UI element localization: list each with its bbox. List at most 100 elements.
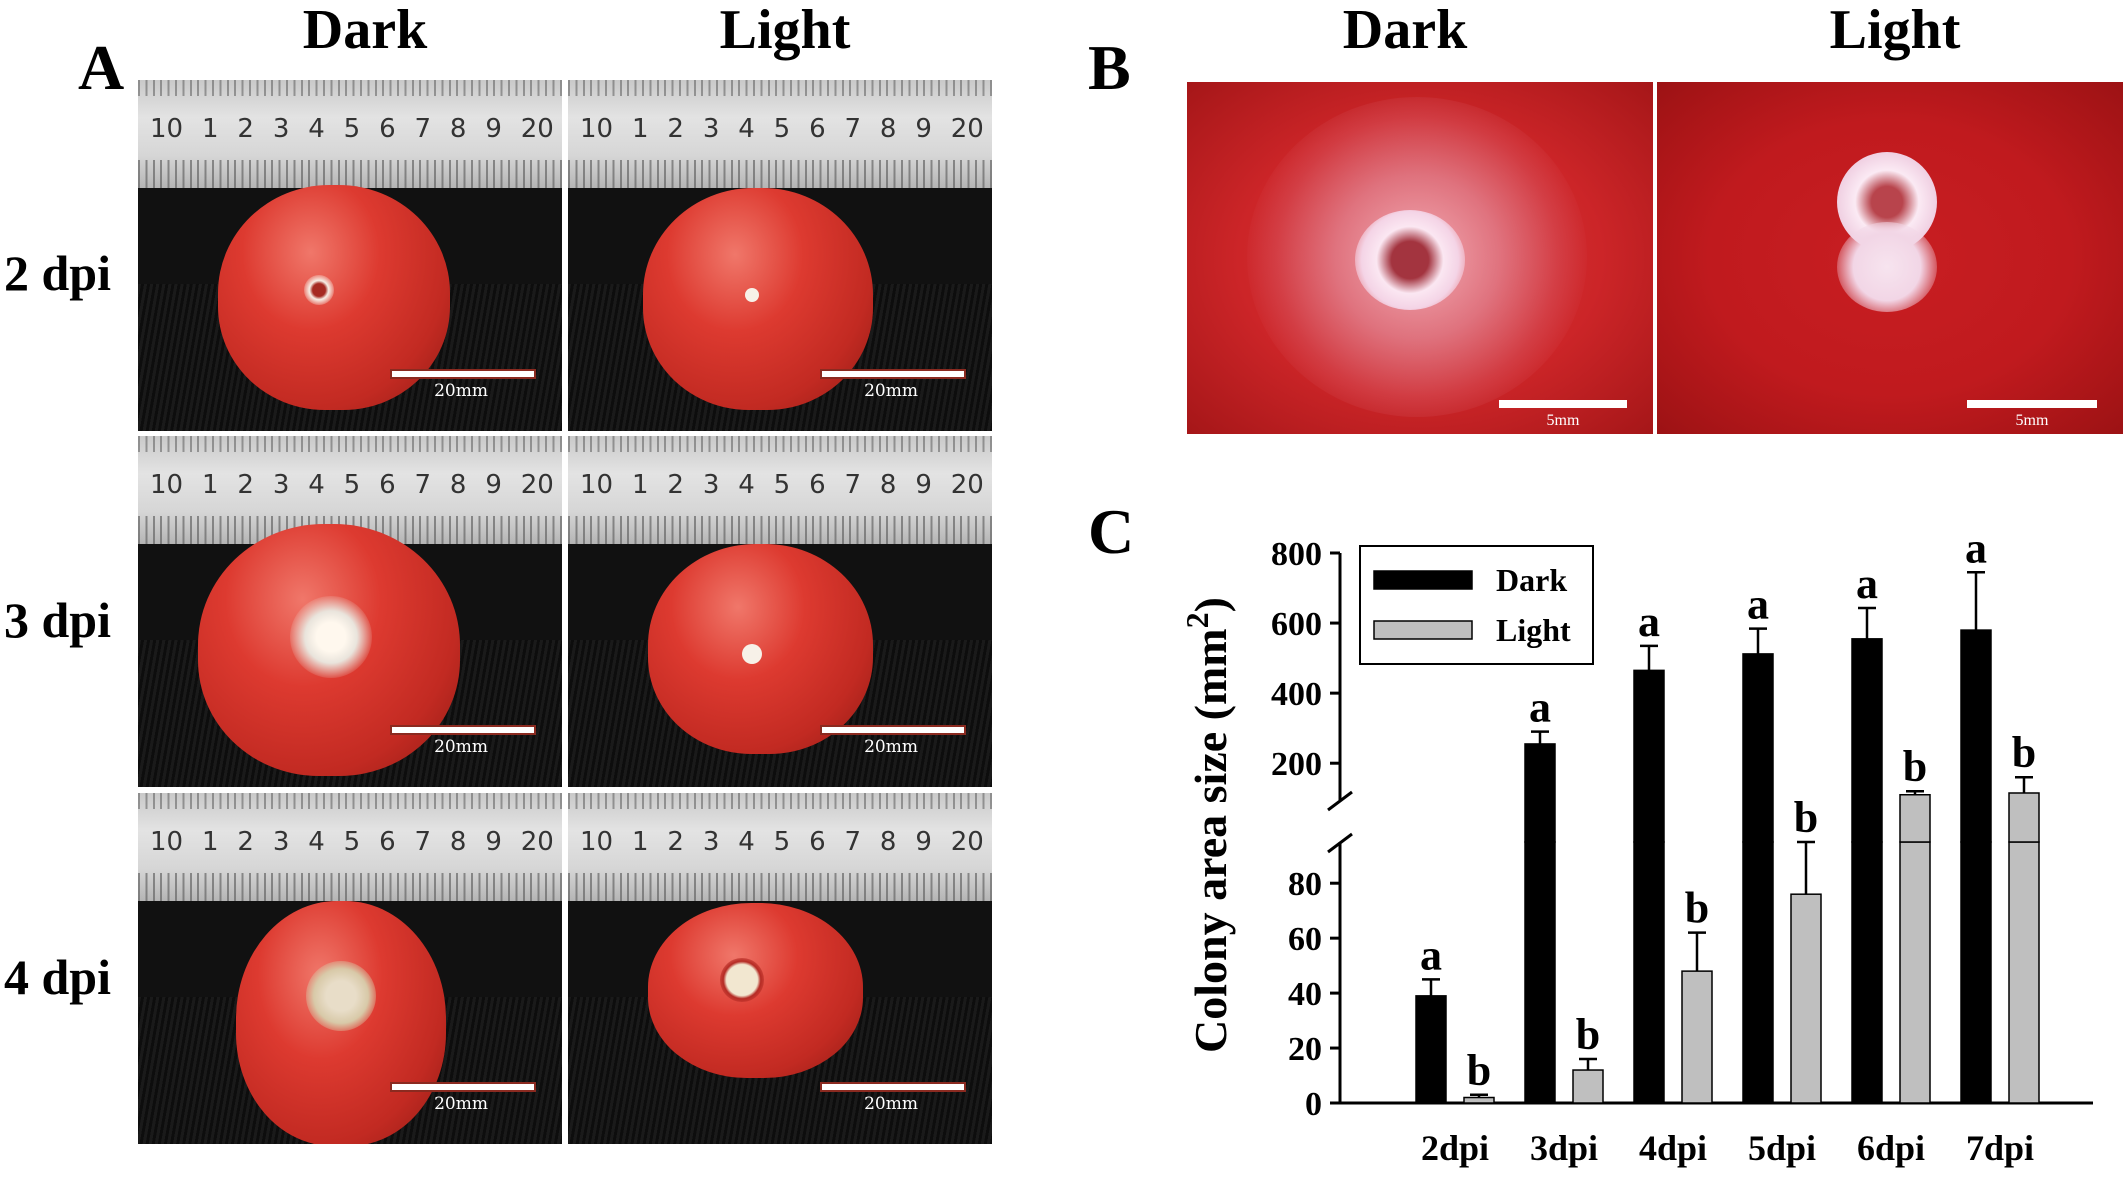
significance-letter: a (1965, 523, 1987, 572)
ruler-number: 6 (809, 470, 826, 500)
ruler-number: 2 (237, 470, 254, 500)
bar-dark-5dpi-lower (1742, 841, 1774, 1104)
ruler-numbers: 10 1 2 3 4 5 6 7 8 9 20 (580, 114, 984, 144)
photo-dark-row-3: 10 1 2 3 4 5 6 7 8 9 20 20mm (138, 793, 562, 1144)
ruler-number: 9 (485, 470, 502, 500)
ruler-number: 1 (631, 114, 649, 144)
ruler-number: 3 (272, 114, 290, 144)
significance-letter: b (1467, 1046, 1491, 1095)
ruler-number: 6 (379, 114, 396, 144)
x-tick-label: 2dpi (1421, 1128, 1489, 1168)
bar-dark-4dpi-upper (1633, 669, 1665, 843)
bar-light-4dpi (1681, 970, 1713, 1104)
ruler-number: 3 (272, 470, 290, 500)
scale-bar-light (1967, 400, 2097, 408)
scale-bar (390, 1082, 536, 1092)
ruler-number: 4 (738, 827, 755, 857)
scale-bar (820, 725, 966, 735)
fungal-lesion (720, 958, 764, 1002)
legend-swatch-light (1373, 620, 1473, 640)
ruler-number: 9 (485, 114, 502, 144)
fungal-lesion (290, 596, 372, 678)
ruler-number: 8 (879, 114, 897, 144)
ruler: 10 1 2 3 4 5 6 7 8 9 20 (138, 793, 562, 901)
x-tick-label: 4dpi (1639, 1128, 1707, 1168)
ruler-number: 3 (702, 827, 720, 857)
significance-letter: b (2012, 728, 2036, 777)
ruler-number: 20 (950, 114, 984, 144)
significance-letter: a (1420, 930, 1442, 979)
bar-light-6dpi-lower (1899, 841, 1931, 1104)
photo-dark-row-2: 10 1 2 3 4 5 6 7 8 9 20 20mm (138, 436, 562, 787)
ruler-ticks-top (138, 80, 562, 96)
ruler-number: 9 (915, 827, 932, 857)
ruler-number: 6 (379, 827, 396, 857)
axis-break-mark (1327, 832, 1353, 854)
micrograph-dark: 5mm (1187, 82, 1653, 434)
ruler: 10 1 2 3 4 5 6 7 8 9 20 (568, 436, 992, 544)
bar-dark-3dpi-lower (1524, 841, 1556, 1104)
ruler-ticks-top (138, 793, 562, 809)
y-tick-label: 80 (1288, 866, 1322, 903)
scale-bar (820, 1082, 966, 1092)
x-tick-label: 7dpi (1966, 1128, 2034, 1168)
ruler-number: 1 (201, 827, 219, 857)
ruler-number: 10 (580, 470, 614, 500)
y-tick-label: 60 (1288, 921, 1322, 958)
fungal-lesion (304, 275, 334, 305)
ruler: 10 1 2 3 4 5 6 7 8 9 20 (138, 80, 562, 188)
scale-bar-dark (1499, 400, 1627, 408)
ruler-number: 1 (631, 470, 649, 500)
panel-a-light-heading: Light (719, 0, 851, 61)
ruler-ticks-top (138, 436, 562, 452)
significance-letter: b (1794, 793, 1818, 842)
scale-label-dark: 5mm (1546, 412, 1580, 429)
ruler-number: 2 (667, 470, 684, 500)
ruler-number: 1 (201, 470, 219, 500)
bar-dark-2dpi (1415, 995, 1447, 1104)
row-label-3dpi: 3 dpi (4, 592, 112, 648)
significance-letter: a (1638, 597, 1660, 646)
ruler-number: 10 (580, 114, 614, 144)
ruler-number: 20 (520, 827, 554, 857)
ruler-number: 6 (379, 470, 396, 500)
scale-label-light: 5mm (2015, 412, 2049, 429)
bar-dark-7dpi-upper (1960, 629, 1992, 843)
y-tick-label: 0 (1305, 1086, 1322, 1123)
y-tick-label: 20 (1288, 1031, 1322, 1068)
y-tick-label: 200 (1271, 746, 1322, 783)
ruler-number: 3 (702, 114, 720, 144)
ruler-numbers: 10 1 2 3 4 5 6 7 8 9 20 (150, 827, 554, 857)
ruler-number: 5 (343, 470, 361, 500)
micrograph-light: 5mm (1657, 82, 2123, 434)
panel-b-dark-heading: Dark (1342, 0, 1468, 61)
bar-dark-6dpi-upper (1851, 638, 1883, 843)
scale-bar (390, 725, 536, 735)
ruler-numbers: 10 1 2 3 4 5 6 7 8 9 20 (580, 470, 984, 500)
ruler-number: 5 (773, 114, 791, 144)
ruler-number: 1 (201, 114, 219, 144)
ruler-numbers: 10 1 2 3 4 5 6 7 8 9 20 (150, 470, 554, 500)
significance-letter: b (1903, 742, 1927, 791)
scale-label: 20mm (864, 381, 918, 401)
bar-light-3dpi (1572, 1069, 1604, 1104)
panel-c-letter: C (1088, 496, 1135, 567)
ruler-number: 4 (738, 470, 755, 500)
ruler-number: 2 (667, 827, 684, 857)
ruler-number: 20 (520, 114, 554, 144)
ruler-number: 5 (773, 470, 791, 500)
legend-label-dark: Dark (1496, 562, 1567, 598)
ruler-number: 7 (414, 470, 432, 500)
significance-letter: a (1747, 580, 1769, 629)
bar-dark-3dpi-upper (1524, 743, 1556, 843)
bar-light-7dpi-lower (2008, 841, 2040, 1104)
ruler-number: 8 (449, 114, 467, 144)
tomato-fruit (236, 901, 446, 1144)
row-label-4dpi: 4 dpi (4, 949, 112, 1005)
ruler-number: 9 (915, 470, 932, 500)
ruler: 10 1 2 3 4 5 6 7 8 9 20 (138, 436, 562, 544)
significance-letter: a (1856, 559, 1878, 608)
tomato-fruit (648, 903, 863, 1078)
x-tick-label: 3dpi (1530, 1128, 1598, 1168)
photo-dark-row-1: 10 1 2 3 4 5 6 7 8 9 20 20mm (138, 80, 562, 431)
